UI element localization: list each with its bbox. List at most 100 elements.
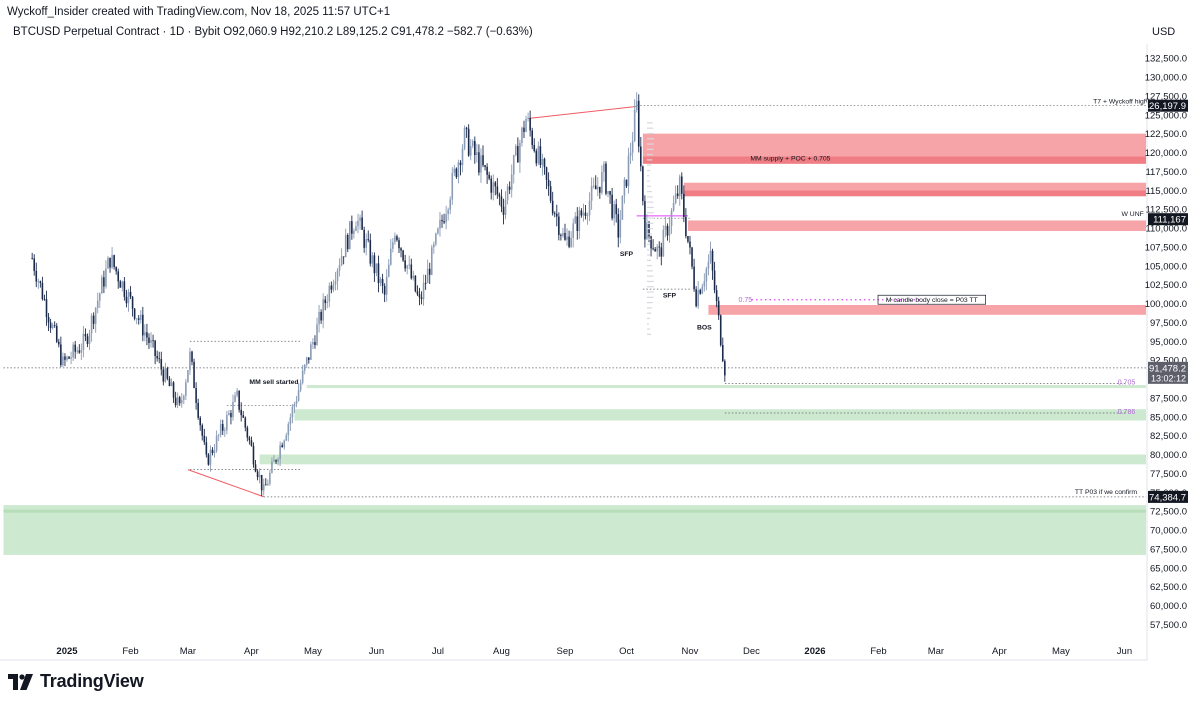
candle-body: [90, 315, 93, 334]
candle-body: [357, 220, 359, 227]
candle: [178, 395, 181, 406]
candle-body: [418, 294, 421, 298]
candle-body: [201, 425, 204, 436]
demand-zone: [259, 454, 1146, 465]
candle: [131, 296, 134, 317]
candle: [238, 390, 240, 413]
candle-body: [336, 270, 339, 282]
candle-body: [111, 255, 113, 268]
candle-body: [711, 250, 714, 271]
price-badge-text: 74,384.7: [1149, 492, 1186, 503]
candle: [301, 364, 304, 385]
candle: [463, 125, 466, 151]
candle: [285, 432, 288, 442]
candle-body: [375, 263, 378, 274]
candle: [363, 226, 365, 253]
candle-body: [611, 194, 613, 219]
candle: [525, 115, 527, 133]
candle: [580, 208, 583, 218]
candle-body: [498, 194, 501, 197]
candle: [400, 247, 402, 258]
candle-body: [463, 127, 466, 149]
tradingview-brand[interactable]: TradingView: [8, 671, 144, 692]
candle: [221, 419, 224, 436]
candle-body: [637, 100, 640, 147]
annotation-label: SFP: [663, 293, 677, 300]
candle: [318, 304, 320, 333]
candle: [603, 161, 605, 182]
annotation-label: SFP: [620, 251, 634, 258]
candle: [305, 356, 308, 369]
candle: [478, 144, 480, 176]
price-badge: 111,167: [1148, 213, 1188, 226]
candle-body: [467, 128, 470, 156]
candle: [361, 210, 363, 230]
supply-zone: [687, 220, 1146, 232]
volume-profile-bar: [646, 222, 654, 224]
candle: [527, 112, 529, 122]
x-tick-label: Nov: [682, 646, 699, 657]
candle: [506, 183, 509, 205]
candle: [342, 256, 345, 265]
candle-body: [465, 127, 468, 129]
y-tick-label: 120,000.0: [1145, 148, 1187, 159]
candle-body: [273, 460, 275, 462]
candle-body: [135, 318, 138, 320]
candle-body: [398, 240, 400, 249]
candle-body: [64, 356, 66, 360]
candle: [336, 268, 339, 291]
currency-label[interactable]: USD: [1152, 26, 1176, 38]
candle-body: [576, 216, 579, 231]
candle-body: [685, 217, 687, 237]
candle: [232, 394, 234, 421]
candle-body: [129, 291, 132, 297]
candle-body: [656, 246, 659, 252]
candle: [697, 281, 699, 309]
candle: [412, 270, 415, 281]
candle: [123, 276, 126, 301]
y-tick-label: 112,500.0: [1145, 205, 1187, 216]
candle-body: [480, 155, 482, 173]
x-tick-label: Oct: [619, 646, 634, 657]
candle: [707, 254, 710, 276]
candle: [406, 264, 408, 275]
y-tick-label: 125,000.0: [1145, 110, 1187, 121]
candle: [660, 242, 663, 266]
candle-body: [484, 165, 486, 167]
candle: [41, 276, 44, 301]
candle-body: [394, 236, 396, 243]
candle-body: [277, 459, 279, 462]
candle: [101, 274, 103, 294]
time-axis[interactable]: 2025 Feb Mar Apr May Jun Jul Aug Sep Oct Nov Dec 202…: [56, 646, 1132, 657]
candle-body: [291, 406, 294, 418]
candle: [353, 228, 355, 239]
candle: [39, 280, 42, 288]
volume-profile-bar: [646, 286, 654, 288]
candle-body: [492, 182, 495, 193]
supply-zone: [642, 133, 1146, 157]
candle: [426, 259, 429, 284]
candle-body: [433, 244, 435, 248]
price-axis[interactable]: 132,500.0 130,000.0 127,500.0 125,000.0 122,…: [1145, 54, 1187, 631]
candle: [633, 99, 636, 143]
candle: [457, 159, 460, 184]
x-tick-label: Sep: [557, 646, 574, 657]
volume-profile-bar: [646, 243, 651, 246]
candle-body: [574, 216, 577, 224]
symbol-ohlc-line[interactable]: BTCUSD Perpetual Contract · 1D · Bybit O…: [13, 26, 533, 38]
candle: [277, 457, 279, 466]
x-tick-label: Apr: [244, 646, 259, 657]
candle-body: [564, 232, 566, 240]
candle: [713, 261, 716, 294]
candle: [629, 142, 632, 164]
candle: [724, 359, 726, 382]
candle-body: [615, 204, 618, 215]
candle: [576, 207, 579, 240]
candle: [111, 247, 113, 269]
candle: [295, 396, 298, 408]
annotation-label: BOS: [697, 324, 712, 331]
candle-body: [320, 312, 322, 321]
candle-body: [406, 265, 408, 269]
candle: [365, 233, 367, 256]
